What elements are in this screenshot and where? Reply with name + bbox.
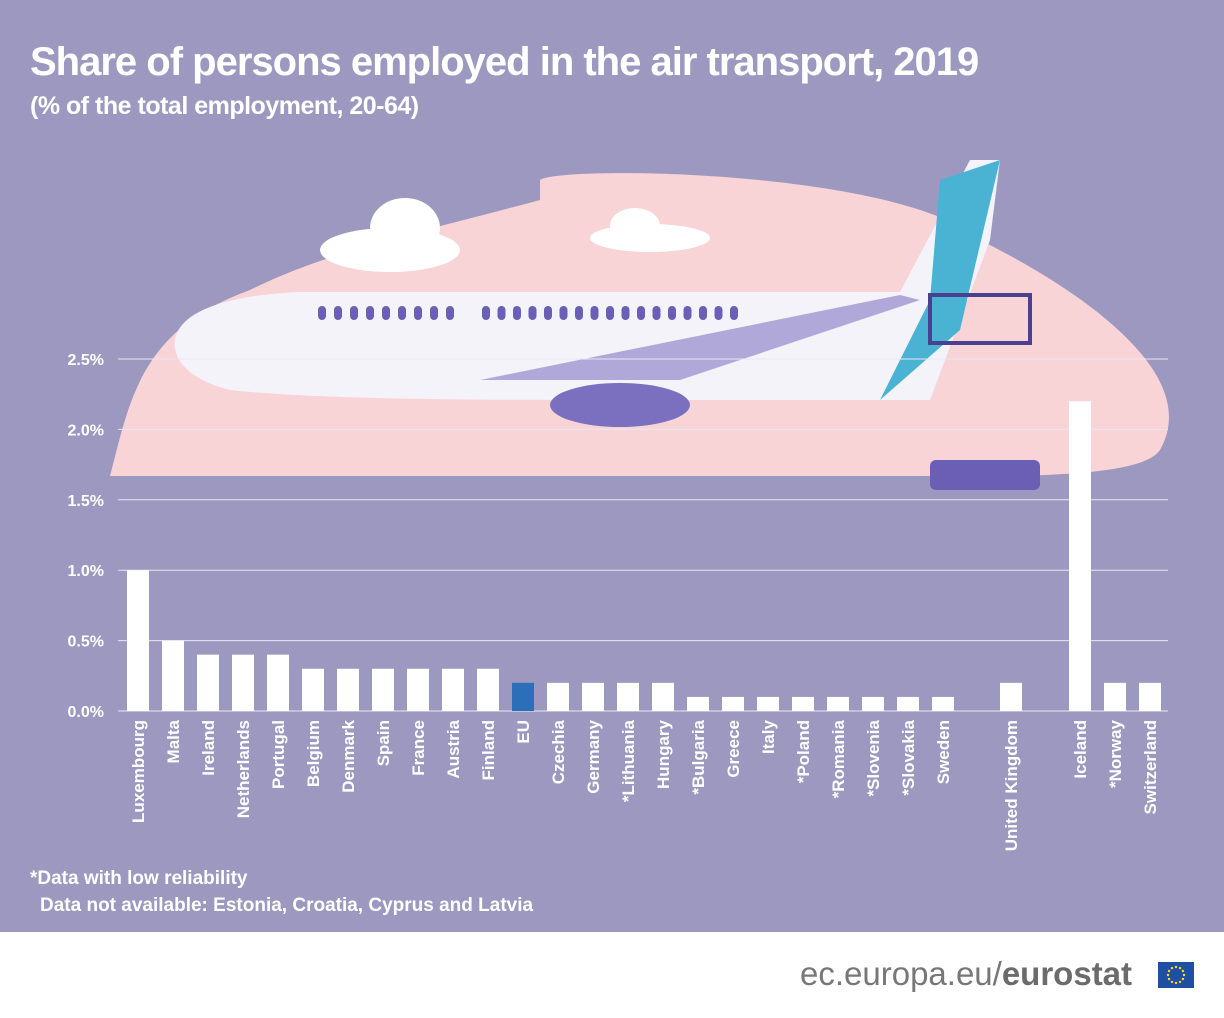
bar-czechia — [547, 682, 569, 711]
x-tick-label: Finland — [479, 720, 498, 780]
bar-lithuania — [617, 682, 639, 711]
bar-austria — [442, 668, 464, 711]
chart-title: Share of persons employed in the air tra… — [30, 40, 979, 84]
x-tick-label: Spain — [374, 720, 393, 766]
x-tick-label: Portugal — [269, 720, 288, 789]
bar-united-kingdom — [1000, 682, 1022, 711]
low-reliability-note: *Data with low reliability — [30, 868, 248, 889]
cloud-icon — [320, 198, 460, 272]
bar-ireland — [197, 654, 219, 711]
bar-norway — [1104, 682, 1126, 711]
y-tick-label: 1.5% — [68, 493, 104, 510]
bar-iceland — [1069, 401, 1091, 711]
bar-slovakia — [897, 696, 919, 711]
x-tick-label: Germany — [584, 719, 603, 793]
brand-text: eurostat — [1001, 955, 1133, 992]
bar-portugal — [267, 654, 289, 711]
x-tick-label: Greece — [724, 720, 743, 778]
bar-romania — [827, 696, 849, 711]
cloud-icon — [590, 208, 710, 252]
bar-poland — [792, 696, 814, 711]
x-tick-label: France — [409, 720, 428, 776]
y-tick-label: 2.5% — [68, 352, 104, 369]
x-tick-label: Malta — [164, 719, 183, 763]
y-tick-label: 2.0% — [68, 422, 104, 439]
y-tick-label: 0.0% — [68, 704, 104, 721]
x-tick-label: Luxembourg — [129, 720, 148, 823]
x-tick-label: Sweden — [934, 720, 953, 784]
x-tick-label: *Lithuania — [619, 719, 638, 802]
x-tick-label: *Norway — [1106, 719, 1125, 788]
bar-italy — [757, 696, 779, 711]
bar-germany — [582, 682, 604, 711]
chart-subtitle: (% of the total employment, 20-64) — [30, 92, 419, 120]
x-tick-label: Iceland — [1071, 720, 1090, 779]
x-tick-label: United Kingdom — [1002, 720, 1021, 851]
bar-hungary — [652, 682, 674, 711]
bar-denmark — [337, 668, 359, 711]
x-tick-label: *Poland — [794, 720, 813, 783]
bar-france — [407, 668, 429, 711]
x-tick-label: *Slovenia — [864, 719, 883, 796]
x-tick-label: *Bulgaria — [689, 719, 708, 794]
bar-eu — [512, 682, 534, 711]
x-tick-label: Belgium — [304, 720, 323, 787]
bar-chart: 0.0% 0.5% 1.0% 1.5% 2.0% 2.5% Luxembourg Malta… — [68, 160, 1169, 851]
site-text: ec.europa.eu/ — [800, 955, 1002, 992]
bar-netherlands — [232, 654, 254, 711]
airport-illustration — [110, 160, 1169, 490]
x-tick-label: EU — [514, 720, 533, 744]
x-tick-label: *Romania — [829, 719, 848, 798]
x-tick-label: Hungary — [654, 719, 673, 789]
bar-sweden — [932, 696, 954, 711]
bar-slovenia — [862, 696, 884, 711]
x-tick-label: Austria — [444, 719, 463, 778]
bar-spain — [372, 668, 394, 711]
x-tick-label: Switzerland — [1141, 720, 1160, 814]
bar-greece — [722, 696, 744, 711]
eu-flag-icon — [1158, 962, 1194, 988]
bar-malta — [162, 640, 184, 711]
bar-belgium — [302, 668, 324, 711]
x-tick-label: Netherlands — [234, 720, 253, 818]
bar-luxembourg — [127, 570, 149, 711]
eurostat-link[interactable]: ec.europa.eu/eurostat — [800, 955, 1132, 993]
bar-finland — [477, 668, 499, 711]
x-tick-label: Czechia — [549, 719, 568, 784]
x-tick-label: Denmark — [339, 719, 358, 792]
x-tick-label: Italy — [759, 719, 778, 754]
y-tick-label: 1.0% — [68, 563, 104, 580]
bar-bulgaria — [687, 696, 709, 711]
x-tick-label: *Slovakia — [899, 719, 918, 795]
y-tick-label: 0.5% — [68, 634, 104, 651]
not-available-note: Data not available: Estonia, Croatia, Cy… — [40, 895, 534, 916]
x-tick-label: Ireland — [199, 720, 218, 776]
bar-switzerland — [1139, 682, 1161, 711]
